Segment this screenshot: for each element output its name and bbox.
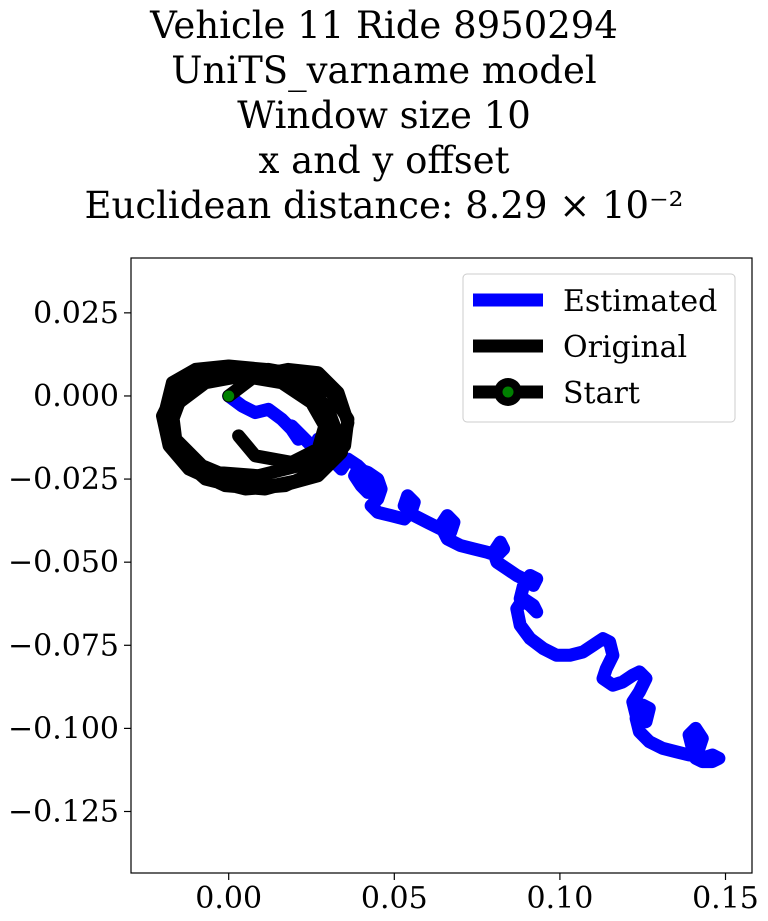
chart-title: Vehicle 11 Ride 8950294 UniTS_varname mo… xyxy=(0,0,768,228)
x-tick: 0.05 xyxy=(361,873,428,916)
y-tick: 0.000 xyxy=(33,379,131,414)
y-tick-label: 0.000 xyxy=(33,379,119,414)
legend-item-original: Original xyxy=(473,330,687,365)
y-tick-label: 0.025 xyxy=(33,296,119,331)
legend-label: Estimated xyxy=(563,284,717,319)
start-point-marker xyxy=(223,390,235,402)
legend: Estimated Original Start xyxy=(462,273,736,423)
series-line-original xyxy=(156,359,355,496)
legend-box xyxy=(462,273,736,423)
x-tick-label: 0.15 xyxy=(692,881,759,916)
y-tick-label: −0.125 xyxy=(8,795,119,830)
legend-item-start: Start xyxy=(473,376,640,411)
y-tick: −0.125 xyxy=(8,795,131,830)
legend-label: Start xyxy=(563,376,640,411)
title-line-4: x and y offset xyxy=(258,139,510,182)
x-tick-label: 0.10 xyxy=(527,881,594,916)
y-tick-label: −0.100 xyxy=(8,711,119,746)
title-line-2: UniTS_varname model xyxy=(171,49,597,92)
title-line-3: Window size 10 xyxy=(237,94,531,137)
x-tick: 0.10 xyxy=(527,873,594,916)
plot-frame xyxy=(130,257,753,874)
y-tick: −0.025 xyxy=(8,462,131,497)
x-tick-label: 0.05 xyxy=(361,881,428,916)
series-line-estimated xyxy=(222,389,726,769)
legend-marker-dot xyxy=(502,386,514,398)
x-tick: 0.15 xyxy=(692,873,759,916)
y-tick-label: −0.025 xyxy=(8,462,119,497)
y-tick: −0.050 xyxy=(8,545,131,580)
y-tick: 0.025 xyxy=(33,296,131,331)
y-tick-label: −0.075 xyxy=(8,628,119,663)
y-tick: −0.075 xyxy=(8,628,131,663)
x-tick: 0.00 xyxy=(195,873,262,916)
legend-item-estimated: Estimated xyxy=(473,284,717,319)
y-tick: −0.100 xyxy=(8,711,131,746)
title-line-5: Euclidean distance: 8.29 × 10⁻² xyxy=(84,184,684,227)
title-line-1: Vehicle 11 Ride 8950294 xyxy=(150,4,618,47)
y-tick-label: −0.050 xyxy=(8,545,119,580)
legend-label: Original xyxy=(563,330,687,365)
x-tick-label: 0.00 xyxy=(195,881,262,916)
